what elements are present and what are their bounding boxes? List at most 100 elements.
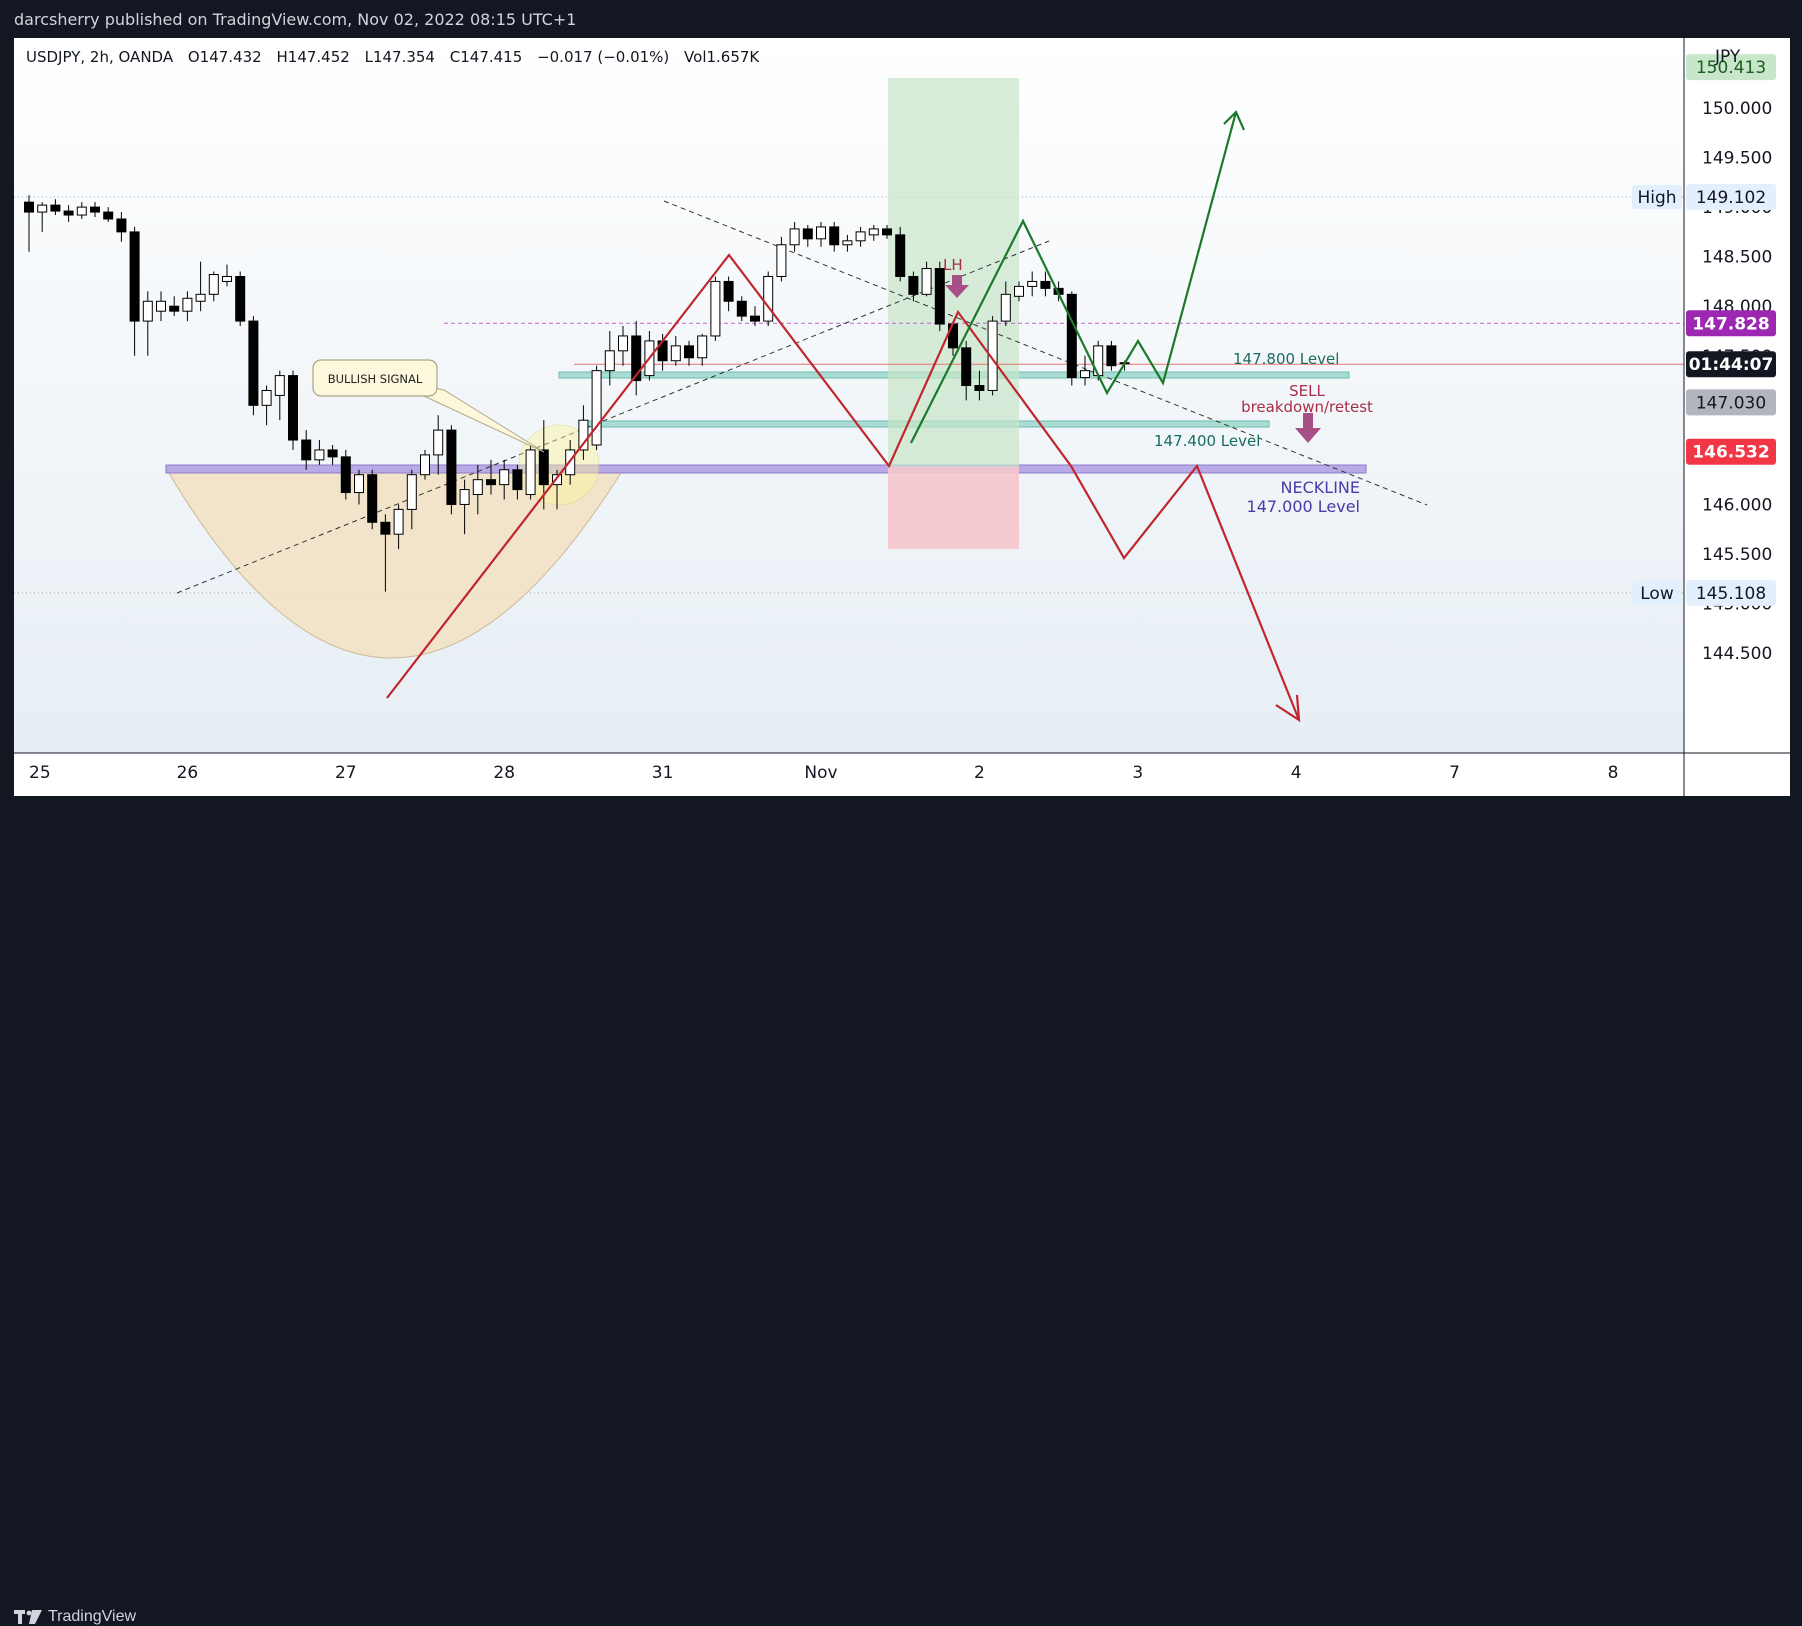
price-badge-label: 150.413 — [1696, 58, 1766, 78]
y-tick-label: 145.500 — [1702, 545, 1772, 565]
y-tick-label: 150.000 — [1702, 99, 1772, 119]
candle — [288, 375, 298, 441]
x-tick-label: 2 — [974, 763, 985, 783]
candle — [987, 320, 998, 391]
candle — [472, 479, 483, 496]
candle — [1093, 345, 1104, 377]
candle — [697, 335, 708, 359]
candle — [855, 231, 866, 242]
top-bar: darcsherry published on TradingView.com,… — [0, 0, 1802, 38]
candle — [776, 244, 787, 277]
candle — [802, 228, 813, 240]
lh-label: LH — [943, 256, 963, 274]
price-chart[interactable]: LH BULLISH SIGNAL 147.800 Level 147.400 Lev… — [14, 38, 1790, 796]
neckline-band — [165, 464, 1367, 474]
candle — [1027, 280, 1038, 287]
candle — [406, 474, 417, 510]
candle — [1080, 370, 1090, 379]
price-badge-label: 149.102 — [1696, 188, 1766, 208]
candle — [301, 439, 312, 461]
tradingview-brand: TradingView — [48, 1608, 137, 1625]
x-tick-label: 31 — [652, 763, 674, 783]
candle — [274, 375, 285, 396]
candle — [499, 469, 510, 486]
symbol: USDJPY — [26, 48, 81, 66]
candle — [37, 204, 48, 213]
candle — [24, 201, 34, 213]
breakdown-label: breakdown/retest — [1241, 398, 1373, 416]
chart-frame[interactable]: LH BULLISH SIGNAL 147.800 Level 147.400 Lev… — [14, 38, 1790, 796]
candle — [736, 300, 747, 317]
price-badge-label: 146.532 — [1692, 443, 1769, 463]
candle — [195, 293, 206, 302]
y-tick-label: 146.000 — [1702, 495, 1772, 515]
bearish-arrowhead — [1275, 694, 1301, 723]
candle — [604, 350, 615, 372]
candle — [486, 479, 496, 486]
candles-group — [24, 195, 1130, 592]
candle — [116, 218, 127, 233]
price-badge-label: 145.108 — [1696, 584, 1766, 604]
sell-label: SELL — [1289, 382, 1325, 400]
candle — [723, 280, 734, 302]
publish-info: darcsherry published on TradingView.com,… — [14, 10, 577, 29]
candle — [512, 469, 523, 491]
bottom-bar: TradingView — [0, 796, 1802, 1625]
bearish-path — [386, 253, 1301, 721]
candle — [1014, 285, 1024, 297]
x-tick-label: 4 — [1291, 763, 1302, 783]
price-badge — [1686, 54, 1776, 81]
symbol-info[interactable]: USDJPY, 2h, OANDA — [26, 48, 174, 66]
y-tick-label: 149.500 — [1702, 149, 1772, 169]
x-tick-label: Nov — [804, 763, 837, 783]
candle — [538, 449, 549, 486]
price-tag-box — [1632, 185, 1682, 210]
candle — [459, 489, 470, 505]
y-tick-label: 148.500 — [1702, 248, 1772, 268]
candle — [222, 275, 232, 282]
neckline-level-label: 147.000 Level — [1247, 497, 1360, 516]
x-tick-label: 27 — [335, 763, 357, 783]
ohlc-volume: Vol1.657K — [684, 48, 760, 66]
lh-arrow — [945, 275, 969, 298]
price-badge — [1686, 184, 1776, 211]
candle — [380, 521, 391, 535]
candle — [552, 474, 562, 486]
candle — [63, 210, 74, 216]
candle — [314, 449, 325, 461]
candle — [367, 474, 378, 523]
candle — [1066, 293, 1077, 379]
candle — [235, 275, 246, 322]
tradingview-logo[interactable]: TradingView — [14, 1608, 136, 1626]
cup-shape — [165, 467, 625, 659]
candle — [631, 335, 642, 382]
y-tick-label: 144.500 — [1702, 644, 1772, 664]
currency-label[interactable]: JPY — [1715, 47, 1741, 67]
candle — [670, 345, 681, 362]
price-badge — [1686, 579, 1776, 606]
candle — [433, 429, 444, 456]
candle — [76, 206, 87, 216]
candle — [789, 228, 800, 246]
candle — [446, 429, 457, 505]
bullish-path — [910, 111, 1238, 444]
price-badge — [1686, 351, 1776, 378]
candle — [103, 211, 114, 220]
ohlc-open: O147.432 — [187, 48, 262, 66]
x-tick-label: 26 — [177, 763, 199, 783]
ohlc-change: −0.017 (−0.01%) — [537, 48, 670, 66]
candle — [327, 449, 338, 458]
candle — [882, 228, 892, 236]
candle — [750, 315, 760, 322]
x-tick-label: 8 — [1608, 763, 1619, 783]
candle — [578, 419, 589, 451]
candle — [90, 206, 100, 213]
bullish-signal-label: BULLISH SIGNAL — [328, 372, 423, 386]
candle — [1000, 293, 1011, 322]
trendline-rising — [176, 240, 1050, 594]
candle — [842, 240, 853, 246]
candle — [1106, 345, 1117, 367]
price-badge-label: 01:44:07 — [1689, 355, 1774, 375]
x-tick-label: 7 — [1449, 763, 1460, 783]
ohlc-header: USDJPY, 2h, OANDA O147.432 H147.452 L147… — [26, 48, 769, 66]
